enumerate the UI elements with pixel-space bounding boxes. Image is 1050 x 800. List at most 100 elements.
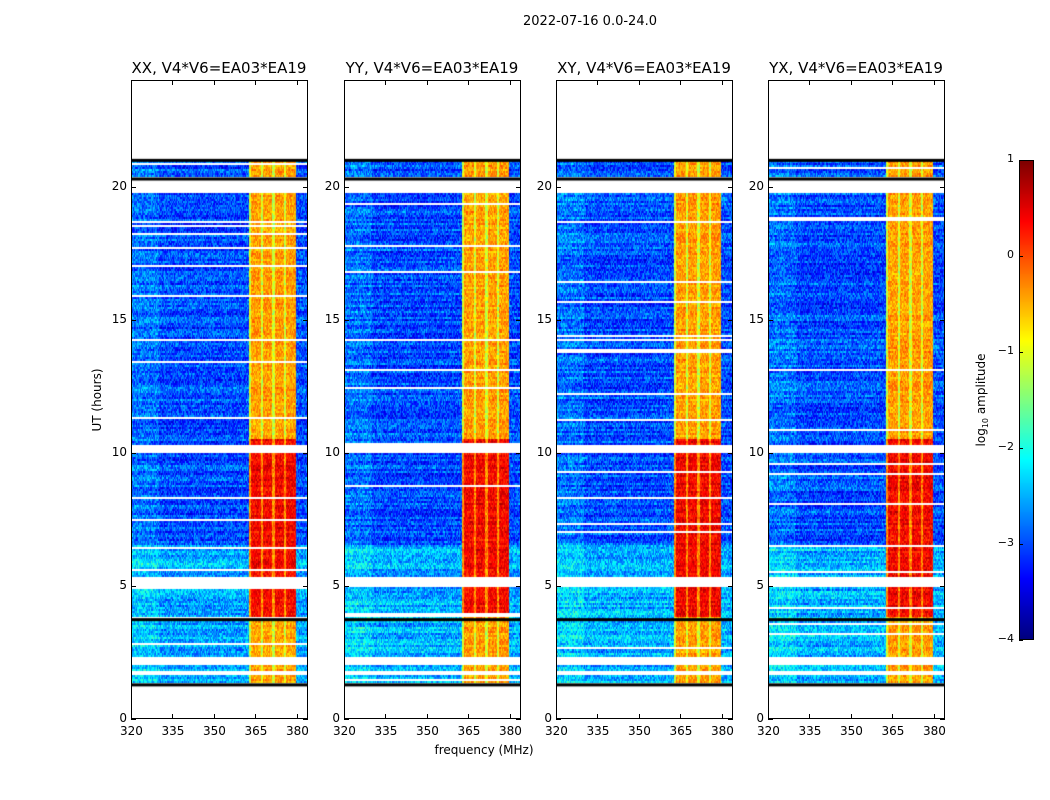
y-tick: [516, 186, 521, 188]
x-tick: [892, 714, 894, 719]
heatmap-image: [769, 81, 944, 718]
x-tick: [638, 80, 640, 85]
x-tick: [721, 80, 723, 85]
y-tick: [516, 319, 521, 321]
x-tick: [768, 714, 769, 719]
colorbar-tick-label: −4: [997, 632, 1014, 645]
x-tick: [213, 714, 215, 719]
x-tick-label: 335: [586, 724, 610, 738]
y-axis-label: UT (hours): [90, 368, 104, 432]
x-tick-label: 365: [669, 724, 693, 738]
y-tick: [516, 452, 521, 454]
x-tick: [768, 80, 769, 85]
colorbar-tick: [1019, 352, 1023, 353]
y-tick-label: 10: [748, 444, 764, 459]
y-tick: [516, 585, 521, 587]
y-tick: [556, 585, 561, 587]
y-tick-label: 15: [324, 311, 340, 326]
x-tick: [344, 80, 345, 85]
y-tick: [556, 319, 561, 321]
x-tick-label: 350: [627, 724, 651, 738]
x-tick: [426, 714, 428, 719]
heatmap-panel: [556, 80, 733, 719]
x-tick-label: 335: [161, 724, 185, 738]
x-tick: [296, 714, 298, 719]
y-tick: [768, 719, 773, 720]
panel-title: YX, V4*V6=EA03*EA19: [769, 59, 943, 77]
y-tick: [131, 719, 136, 720]
colorbar-tick-label: 0: [1007, 248, 1014, 261]
y-tick-label: 10: [111, 444, 127, 459]
y-tick: [728, 186, 733, 188]
y-tick-label: 5: [332, 577, 340, 592]
y-tick-label: 15: [536, 311, 552, 326]
x-tick: [680, 80, 682, 85]
x-tick: [892, 80, 894, 85]
x-tick: [385, 80, 387, 85]
x-tick: [509, 80, 511, 85]
x-tick: [344, 714, 345, 719]
x-tick-label: 320: [333, 724, 356, 738]
x-tick: [509, 714, 511, 719]
x-tick-label: 380: [922, 724, 946, 738]
y-tick: [556, 719, 561, 720]
colorbar-gradient: [1020, 161, 1033, 639]
x-tick-label: 365: [881, 724, 905, 738]
colorbar: [1019, 160, 1034, 640]
panel-title: XY, V4*V6=EA03*EA19: [557, 59, 731, 77]
colorbar-label: log10 amplitude: [973, 353, 991, 447]
x-tick-label: 380: [498, 724, 522, 738]
heatmap-panel: [768, 80, 945, 719]
heatmap-image: [132, 81, 307, 718]
x-tick: [638, 714, 640, 719]
panel-title: YY, V4*V6=EA03*EA19: [345, 59, 519, 77]
y-tick-label: 20: [324, 178, 340, 193]
heatmap-panel: [131, 80, 308, 719]
x-tick: [933, 80, 935, 85]
x-tick: [850, 714, 852, 719]
y-tick: [303, 719, 308, 720]
x-tick: [556, 714, 557, 719]
y-tick-label: 0: [756, 711, 764, 725]
x-tick: [809, 714, 811, 719]
x-tick: [172, 80, 174, 85]
colorbar-tick: [1019, 448, 1023, 449]
y-tick: [940, 319, 945, 321]
x-tick: [172, 714, 174, 719]
y-tick-label: 10: [324, 444, 340, 459]
colorbar-tick-label: −1: [997, 344, 1014, 357]
x-tick-label: 335: [798, 724, 822, 738]
y-tick: [556, 186, 561, 188]
y-tick-label: 15: [111, 311, 127, 326]
x-tick-label: 350: [839, 724, 863, 738]
x-tick-label: 350: [415, 724, 439, 738]
heatmap-image: [557, 81, 732, 718]
y-tick-label: 0: [544, 711, 552, 725]
x-tick: [933, 714, 935, 719]
x-tick-label: 320: [120, 724, 143, 738]
x-tick-label: 320: [545, 724, 568, 738]
colorbar-tick-label: 1: [1007, 152, 1014, 165]
x-tick-label: 320: [757, 724, 780, 738]
x-tick: [809, 80, 811, 85]
y-tick-label: 20: [111, 178, 127, 193]
y-tick: [728, 319, 733, 321]
x-tick: [213, 80, 215, 85]
x-tick: [255, 80, 257, 85]
x-tick-label: 365: [244, 724, 268, 738]
y-tick: [344, 452, 349, 454]
figure-title: 2022-07-16 0.0-24.0: [523, 14, 657, 29]
x-tick: [255, 714, 257, 719]
x-tick: [597, 714, 599, 719]
y-tick: [940, 452, 945, 454]
x-tick-label: 335: [374, 724, 398, 738]
y-tick: [940, 585, 945, 587]
y-tick-label: 20: [536, 178, 552, 193]
y-tick-label: 5: [119, 577, 127, 592]
heatmap-image: [345, 81, 520, 718]
colorbar-tick: [1019, 640, 1023, 641]
y-tick: [303, 186, 308, 188]
y-tick-label: 10: [536, 444, 552, 459]
y-tick: [556, 452, 561, 454]
